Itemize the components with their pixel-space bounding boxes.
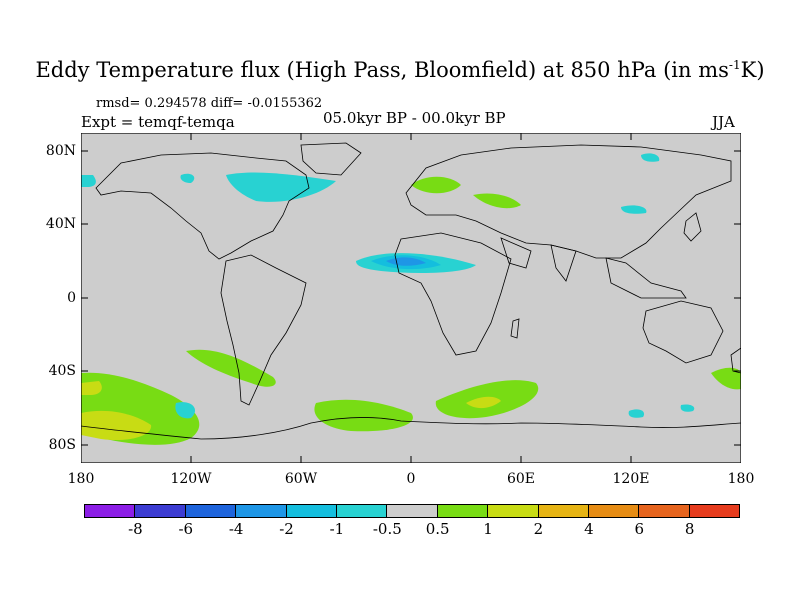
- colorbar-cell: [638, 504, 690, 518]
- colorbar: [84, 504, 741, 518]
- lon-label-180e: 180: [727, 471, 755, 487]
- colorbar-label: -6: [178, 520, 194, 538]
- lon-label-120e: 120E: [612, 471, 650, 487]
- colorbar-cell: [184, 504, 237, 518]
- colorbar-cell: [487, 504, 539, 518]
- colorbar-cell: [688, 504, 741, 518]
- lat-label-80s: 80S: [48, 437, 76, 453]
- lat-label-40s: 40S: [48, 363, 76, 379]
- lon-label-60e: 60E: [506, 471, 536, 487]
- colorbar-cell: [134, 504, 186, 518]
- flux-contours: [81, 153, 741, 445]
- colorbar-cell: [587, 504, 640, 518]
- colorbar-cell: [386, 504, 438, 518]
- lat-label-40n: 40N: [45, 216, 76, 232]
- map-ticks: [81, 133, 741, 463]
- colorbar-label: 6: [634, 520, 644, 538]
- plot-title: Eddy Temperature flux (High Pass, Bloomf…: [35, 58, 765, 82]
- colorbar-cell: [335, 504, 388, 518]
- colorbar-label: -2: [279, 520, 294, 538]
- experiment-label: Expt = temqf-temqa: [81, 113, 235, 131]
- colorbar-label: 1: [483, 520, 493, 538]
- lat-label-80n: 80N: [45, 143, 76, 159]
- colorbar-label: -8: [128, 520, 143, 538]
- period-label: 05.0kyr BP - 00.0kyr BP: [323, 109, 506, 127]
- colorbar-cell: [84, 504, 136, 518]
- colorbar-cell: [235, 504, 287, 518]
- lon-label-120w: 120W: [170, 471, 212, 487]
- colorbar-cell: [285, 504, 337, 518]
- colorbar-label: 4: [584, 520, 594, 538]
- lon-label-60w: 60W: [284, 471, 318, 487]
- lon-label-180w: 180: [67, 471, 95, 487]
- world-map: [81, 133, 741, 463]
- stats-line: rmsd= 0.294578 diff= -0.0155362: [96, 96, 323, 111]
- colorbar-cell: [537, 504, 589, 518]
- lat-label-0: 0: [67, 290, 76, 306]
- colorbar-label: 0.5: [425, 520, 450, 538]
- colorbar-cell: [436, 504, 489, 518]
- coastlines: [81, 142, 741, 440]
- colorbar-label: -4: [228, 520, 244, 538]
- colorbar-label: -1: [329, 520, 345, 538]
- lon-label-0: 0: [406, 471, 416, 487]
- colorbar-label: 8: [684, 520, 695, 538]
- colorbar-label: 2: [533, 520, 544, 538]
- season-label: JJA: [712, 113, 735, 131]
- colorbar-label: -0.5: [372, 520, 402, 538]
